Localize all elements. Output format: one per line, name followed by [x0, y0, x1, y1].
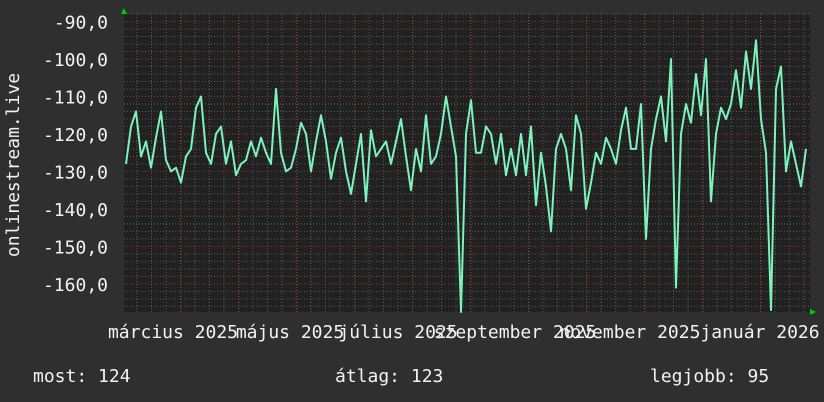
- grid: [124, 13, 810, 312]
- legend-average: átlag: 123: [335, 366, 443, 387]
- x-tick-label: január 2026: [700, 322, 819, 343]
- y-tick-label: -120,0: [43, 125, 108, 146]
- x-tick-label: július 2025: [338, 322, 457, 343]
- y-axis-arrow-icon: [121, 8, 127, 14]
- y-tick-label: -130,0: [43, 162, 108, 183]
- y-axis: -90,0 -100,0 -110,0 -120,0 -130,0 -140,0 -150,…: [43, 12, 108, 295]
- series-line: [125, 39, 807, 313]
- x-axis-arrow-icon: [810, 309, 816, 315]
- legend-current: most: 124: [33, 366, 131, 387]
- x-tick-label: szeptember 2025: [434, 322, 597, 343]
- y-tick-label: -110,0: [43, 87, 108, 108]
- y-tick-label: -160,0: [43, 275, 108, 296]
- y-tick-label: -100,0: [43, 50, 108, 71]
- x-tick-label: május 2025: [236, 322, 344, 343]
- x-tick-label: november 2025: [560, 322, 701, 343]
- plot-area: [124, 14, 810, 312]
- y-tick-label: -90,0: [54, 12, 108, 33]
- x-tick-label: március 2025: [108, 322, 238, 343]
- y-axis-label: onlinestream.live: [3, 73, 24, 257]
- y-tick-label: -150,0: [43, 237, 108, 258]
- legend-best: legjobb: 95: [650, 366, 769, 387]
- y-tick-label: -140,0: [43, 200, 108, 221]
